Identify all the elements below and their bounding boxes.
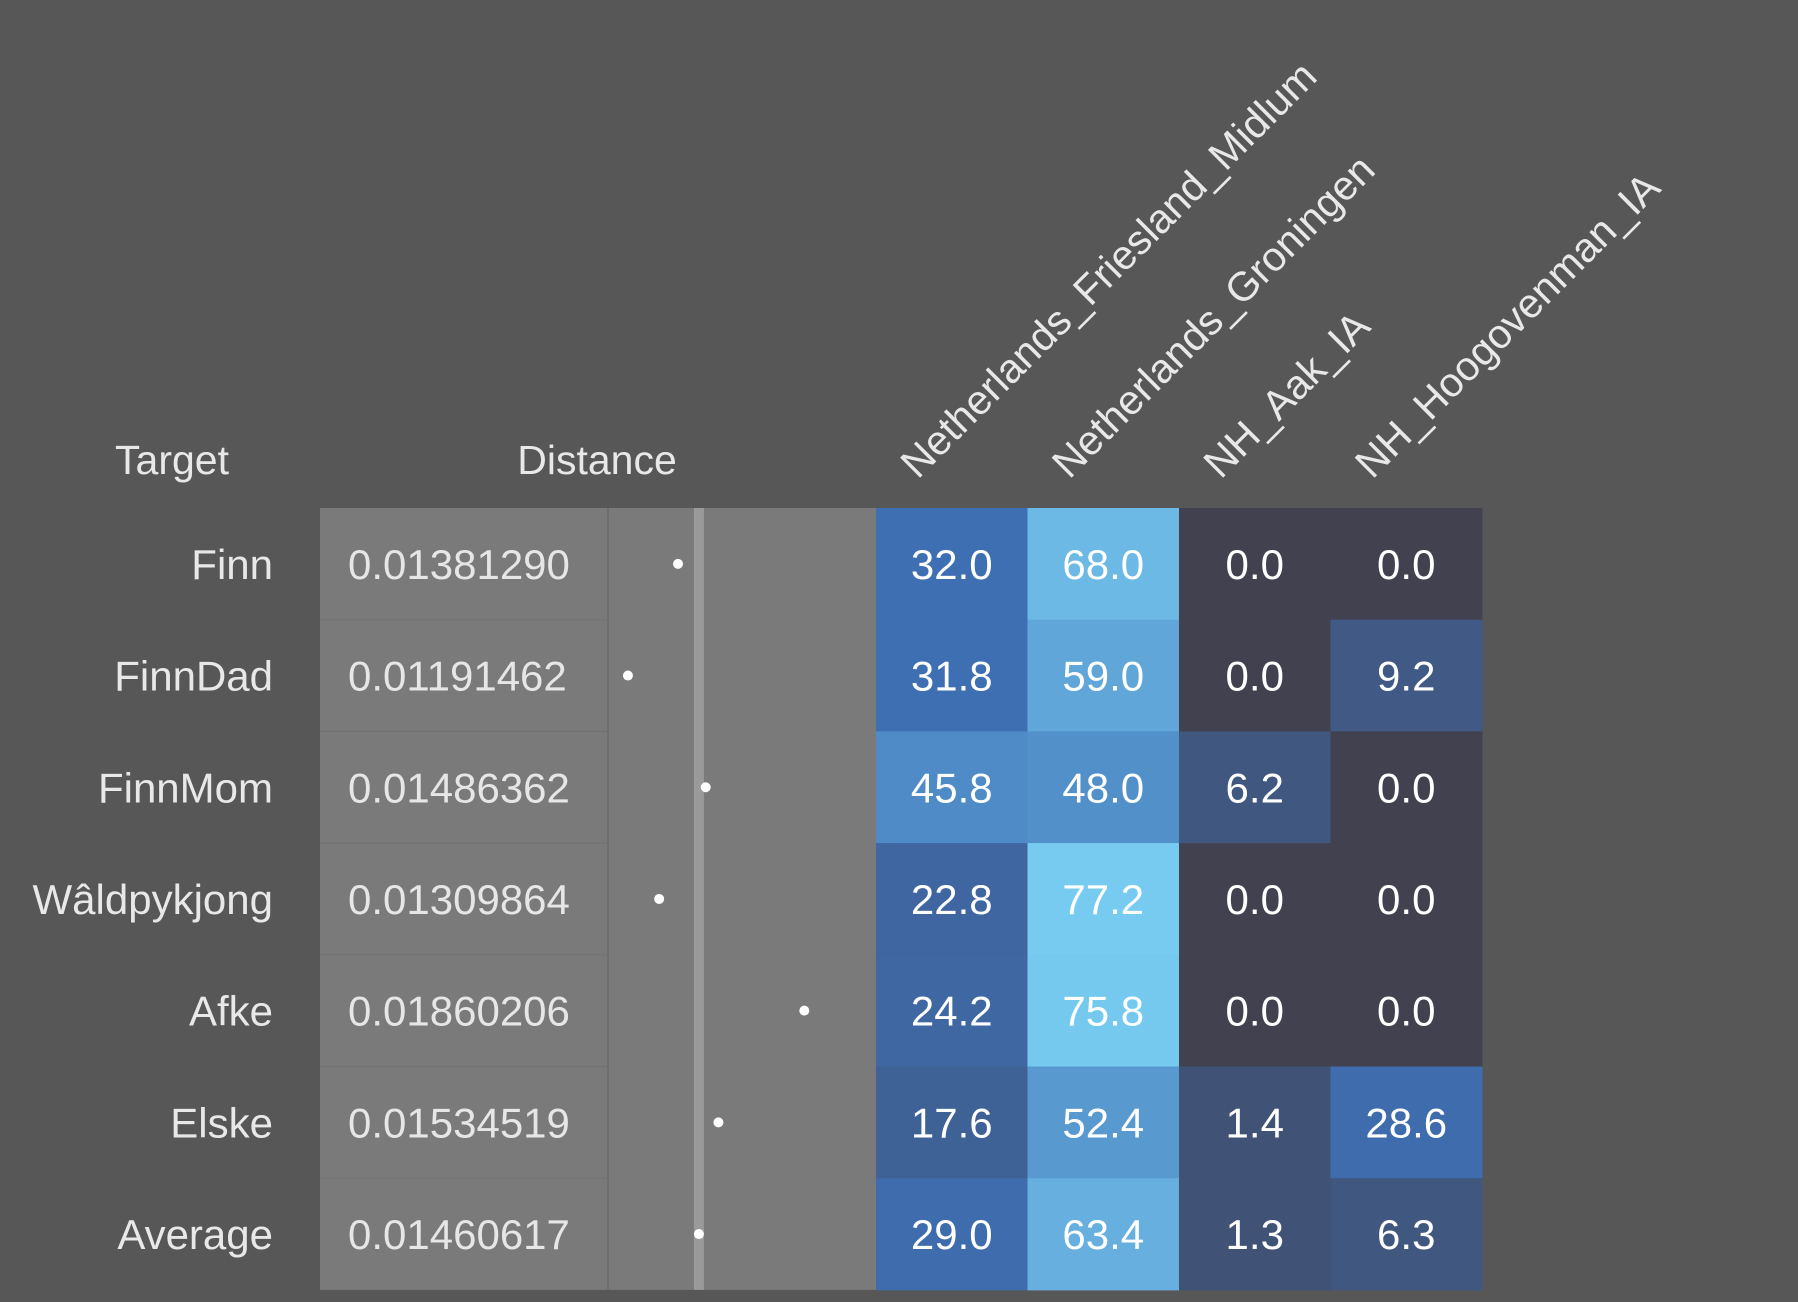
heatmap-cell-value: 32.0 — [911, 541, 993, 588]
heatmap-cell-value: 0.0 — [1226, 541, 1284, 588]
target-name: Finn — [191, 541, 273, 588]
distance-dot — [693, 1229, 704, 1240]
distance-panel — [320, 508, 876, 1290]
distance-value: 0.01191462 — [348, 653, 567, 700]
target-name: Elske — [170, 1099, 273, 1146]
heatmap-cell-value: 52.4 — [1062, 1099, 1144, 1146]
heatmap-cell-value: 0.0 — [1226, 653, 1284, 700]
heatmap-cell — [1027, 1066, 1180, 1179]
heatmap-cell — [1179, 619, 1331, 732]
target-name: Afke — [189, 988, 273, 1035]
heatmap-cell-value: 9.2 — [1377, 653, 1435, 700]
target-name: Average — [117, 1211, 273, 1258]
distance-value: 0.01860206 — [348, 988, 570, 1035]
heatmap-cell-value: 0.0 — [1226, 876, 1284, 923]
average-distance-reference-line — [693, 508, 704, 1290]
heatmap-cell-value: 68.0 — [1062, 541, 1144, 588]
heatmap-cell-value: 59.0 — [1062, 653, 1144, 700]
heatmap-cell — [1027, 954, 1180, 1067]
heatmap-cell-value: 77.2 — [1062, 876, 1144, 923]
distance-dot — [713, 1117, 724, 1128]
target-name: Wâldpykjong — [33, 876, 273, 923]
heatmap-cell-value: 29.0 — [911, 1211, 993, 1258]
distance-value: 0.01460617 — [348, 1211, 570, 1258]
heatmap-cell — [1179, 1178, 1331, 1291]
heatmap-cell — [1027, 508, 1180, 621]
target-column-header: Target — [115, 437, 230, 483]
heatmap-cell-value: 0.0 — [1377, 764, 1435, 811]
heatmap-cell — [1027, 1178, 1180, 1291]
distance-column-header: Distance — [517, 437, 677, 483]
heatmap-cell-value: 48.0 — [1062, 764, 1144, 811]
heatmap-cell — [876, 619, 1028, 732]
heatmap-cell-value: 0.0 — [1377, 876, 1435, 923]
distance-dot — [673, 558, 684, 569]
heatmap-cell-value: 75.8 — [1062, 988, 1144, 1035]
heatmap-cell-value: 31.8 — [911, 653, 993, 700]
heatmap-cell-value: 45.8 — [911, 764, 993, 811]
distance-dot — [700, 782, 711, 793]
distance-dot — [654, 893, 665, 904]
heatmap-cell-value: 1.4 — [1226, 1099, 1284, 1146]
heatmap-cell-value: 24.2 — [911, 988, 993, 1035]
heatmap-cell — [1330, 843, 1483, 956]
heatmap-cell-value: 0.0 — [1226, 988, 1284, 1035]
distance-value: 0.01309864 — [348, 876, 570, 923]
distance-dot — [799, 1005, 810, 1016]
heatmap-cell-value: 17.6 — [911, 1099, 993, 1146]
target-name: FinnDad — [114, 653, 273, 700]
heatmap-cell-value: 28.6 — [1365, 1099, 1447, 1146]
heatmap-cell-value: 0.0 — [1377, 988, 1435, 1035]
heatmap-cell-value: 22.8 — [911, 876, 993, 923]
heatmap-cell-value: 1.3 — [1226, 1211, 1284, 1258]
heatmap-cell — [1179, 508, 1331, 621]
column-header: NH_Hoogovenman_IA — [1346, 163, 1669, 486]
distance-value: 0.01381290 — [348, 541, 570, 588]
heatmap-cell — [1179, 954, 1331, 1067]
heatmap-cell-value: 63.4 — [1062, 1211, 1144, 1258]
heatmap-cell — [1330, 619, 1483, 732]
heatmap-cell — [876, 508, 1028, 621]
heatmap-cell — [1027, 843, 1180, 956]
heatmap-cell — [1330, 508, 1483, 621]
heatmap-cell — [1330, 731, 1483, 844]
heatmap-cell — [876, 731, 1028, 844]
heatmap-cell — [876, 843, 1028, 956]
distance-dot — [622, 670, 633, 681]
heatmap-cell — [1179, 843, 1331, 956]
heatmap-cell — [1027, 619, 1180, 732]
heatmap-cell — [1330, 1066, 1483, 1179]
heatmap-cell — [1179, 1066, 1331, 1179]
heatmap-cell — [1330, 1178, 1483, 1291]
distance-value: 0.01486362 — [348, 764, 570, 811]
target-name: FinnMom — [98, 764, 273, 811]
heatmap-cell — [1330, 954, 1483, 1067]
heatmap-cell — [876, 1178, 1028, 1291]
distance-value: 0.01534519 — [348, 1099, 570, 1146]
heatmap-cell — [1027, 731, 1180, 844]
heatmap-cell — [876, 954, 1028, 1067]
heatmap-cell-value: 6.3 — [1377, 1211, 1435, 1258]
heatmap-cell — [1179, 731, 1331, 844]
heatmap-cell-value: 6.2 — [1226, 764, 1284, 811]
heatmap-cell-value: 0.0 — [1377, 541, 1435, 588]
heatmap-cell — [876, 1066, 1028, 1179]
